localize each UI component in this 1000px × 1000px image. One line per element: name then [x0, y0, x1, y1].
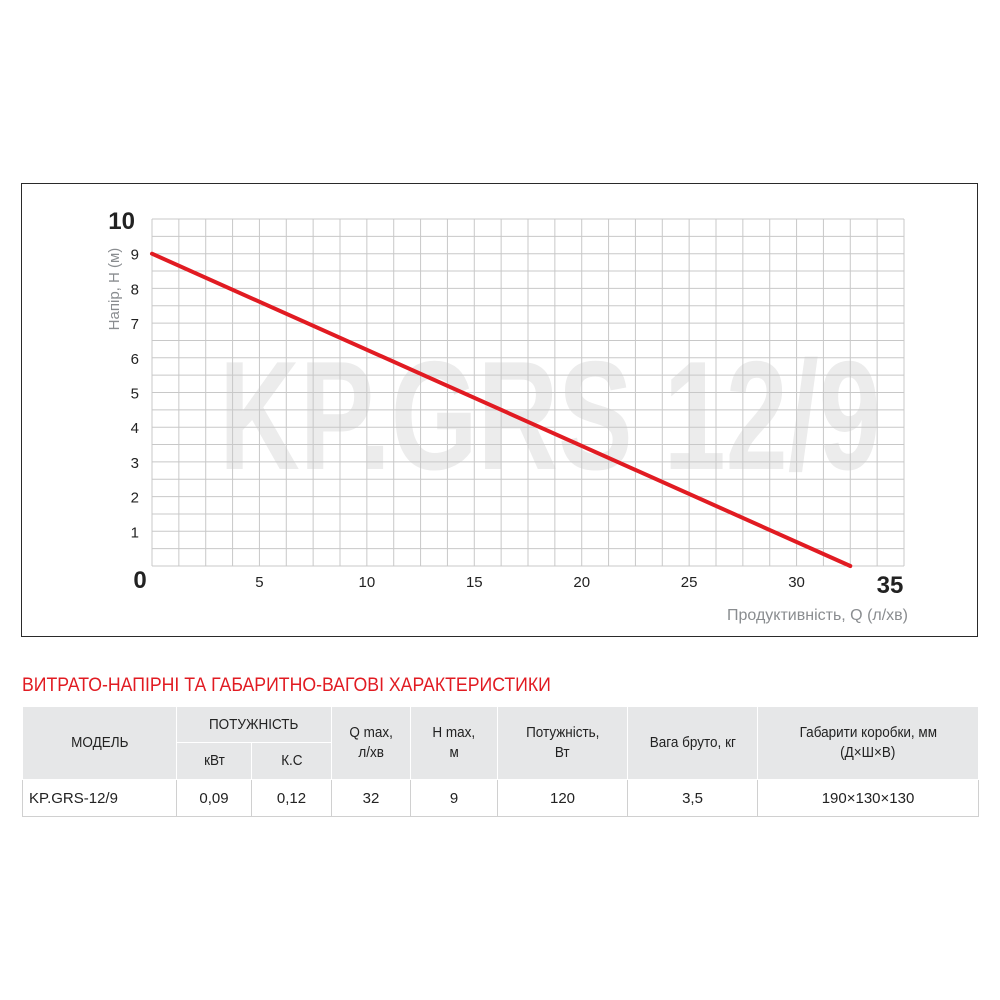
header-hmax: H max, м: [410, 706, 498, 780]
x-tick-label: 35: [877, 572, 904, 599]
table-row: KP.GRS-12/9 0,09 0,12 32 9 120 3,5 190×1…: [22, 779, 979, 817]
x-tick-label: 30: [788, 574, 805, 591]
chart-axes: 1 2 3 4 5 6 7 8 9 10 0 5 10 15 20 25 30 35: [108, 208, 903, 599]
pump-curve-chart: KP.GRS 12/9 1 2 3 4 5 6 7 8 9 10 0 5 10 15 20 25 30 35 На…: [106, 208, 908, 624]
header-dims: Габарити коробки, мм (Д×Ш×В): [757, 706, 979, 780]
header-power-group: ПОТУЖНІСТЬ: [176, 706, 332, 743]
cell-power-w: 120: [497, 779, 628, 817]
x-tick-label: 25: [681, 574, 698, 591]
x-tick-label: 10: [359, 574, 376, 591]
header-hp: К.С: [251, 742, 332, 780]
y-tick-label: 2: [131, 490, 139, 507]
cell-model: KP.GRS-12/9: [22, 779, 177, 817]
cell-kw: 0,09: [176, 779, 252, 817]
x-tick-label: 15: [466, 574, 483, 591]
y-axis-label: Напір, H (м): [106, 248, 123, 331]
cell-qmax: 32: [331, 779, 411, 817]
chart-panel: KP.GRS 12/9 1 2 3 4 5 6 7 8 9 10 0 5 10 15 20 25 30 35 На…: [21, 183, 978, 637]
x-axis-label: Продуктивність, Q (л/хв): [727, 607, 908, 624]
header-weight: Вага бруто, кг: [627, 706, 758, 780]
cell-hp: 0,12: [251, 779, 332, 817]
series-line-0: [150, 251, 853, 568]
x-tick-label: 0: [133, 567, 146, 594]
cell-weight: 3,5: [627, 779, 758, 817]
header-qmax: Q max, л/хв: [331, 706, 411, 780]
specs-table: МОДЕЛЬ ПОТУЖНІСТЬ Q max, л/хв H max, м Пот…: [22, 706, 979, 817]
header-power-w: Потужність, Вт: [497, 706, 628, 780]
chart-grid: [151, 218, 905, 567]
y-tick-label: 1: [131, 524, 139, 541]
y-tick-label: 7: [131, 316, 139, 333]
cell-dims: 190×130×130: [757, 779, 979, 817]
y-tick-label: 5: [131, 386, 139, 403]
section-title: ВИТРАТО-НАПІРНІ ТА ГАБАРИТНО-ВАГОВІ ХАРА…: [22, 675, 551, 696]
y-tick-label: 9: [131, 247, 139, 264]
header-kw: кВт: [176, 742, 252, 780]
y-tick-label: 6: [131, 351, 139, 368]
y-tick-label: 10: [108, 208, 135, 235]
header-model: МОДЕЛЬ: [22, 706, 177, 780]
chart-series: [150, 251, 853, 568]
y-tick-label: 3: [131, 455, 139, 472]
y-tick-label: 4: [131, 420, 139, 437]
y-tick-label: 8: [131, 281, 139, 298]
model-watermark: KP.GRS 12/9: [219, 329, 881, 502]
cell-hmax: 9: [410, 779, 498, 817]
x-tick-label: 20: [573, 574, 590, 591]
x-tick-label: 5: [255, 574, 263, 591]
